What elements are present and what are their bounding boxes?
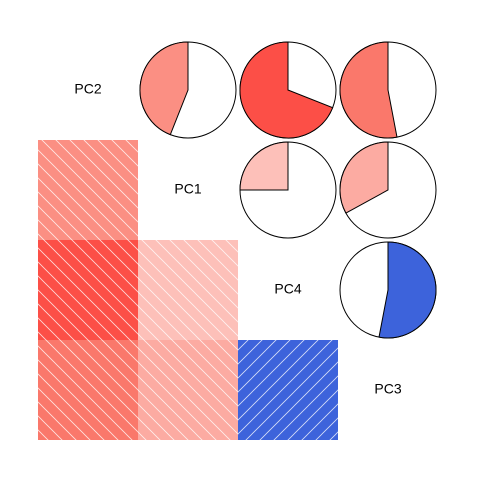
variable-label: PC4 xyxy=(274,281,301,297)
hatch xyxy=(38,240,138,340)
pie-slice xyxy=(239,41,334,139)
hatch xyxy=(38,340,138,440)
pie-slice xyxy=(339,141,389,214)
variable-label: PC2 xyxy=(74,81,101,97)
hatch xyxy=(238,340,338,440)
pie-slice xyxy=(378,241,437,339)
variable-label: PC1 xyxy=(174,181,201,197)
hatch xyxy=(38,140,138,240)
pie-slice xyxy=(239,141,289,191)
pie-slice xyxy=(139,41,189,136)
hatch xyxy=(138,340,238,440)
variable-label: PC3 xyxy=(374,381,401,397)
hatch xyxy=(138,240,238,340)
pie-slice xyxy=(339,41,398,139)
